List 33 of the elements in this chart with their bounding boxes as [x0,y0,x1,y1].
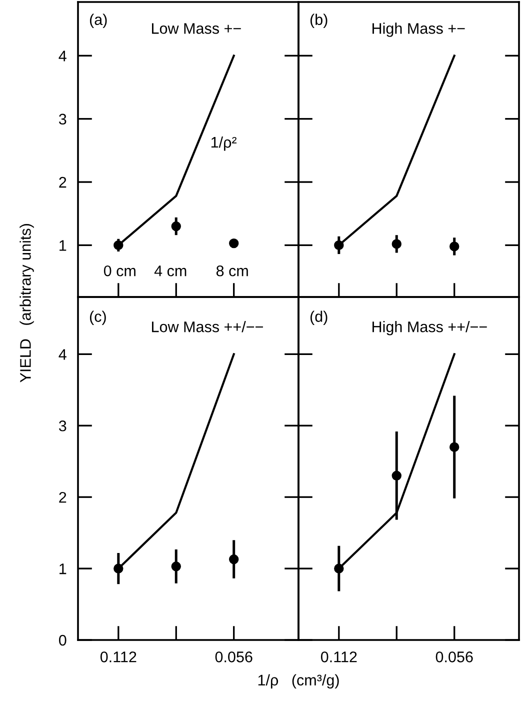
y-axis-title: YIELD (arbitrary units) [20,224,34,382]
annotation: 8 cm [216,265,248,276]
y-tick-label: 1 [60,240,66,251]
point [114,240,124,250]
x-tick-label: 0.056 [436,652,473,662]
y-tick-label: 3 [58,420,66,432]
x-tick-label: 0.112 [100,652,136,662]
y-tick-label: 4 [58,349,66,360]
x-tick-label: 0.112 [320,652,357,662]
y-tick-label: 2 [59,176,66,188]
annotation: 1/ρ² [211,136,237,151]
point [171,562,181,572]
x-axis-title: 1/ρ (cm³/g) [258,674,339,689]
y-tick-label: 3 [58,114,66,125]
annotation: Low Mass ++/−− [152,321,263,332]
y-tick-label: 4 [58,50,66,62]
annotation: (b) [310,14,328,28]
y-tick-label: 0 [58,634,66,646]
annotation: 0 cm [104,265,136,276]
annotation: (c) [90,310,106,325]
point [171,221,181,232]
annotation: (d) [310,310,328,325]
point [228,554,239,564]
annotation: High Mass +− [372,22,465,37]
point [228,238,239,248]
point [114,564,124,574]
annotation: High Mass ++/−− [372,321,487,336]
y-tick-label: 1 [60,564,66,574]
annotation: 4 cm [154,266,186,276]
y-tick-label: 2 [59,492,66,503]
x-tick-label: 0.056 [215,652,252,662]
annotation: (a) [90,14,107,28]
annotation: Low Mass +− [152,23,241,34]
